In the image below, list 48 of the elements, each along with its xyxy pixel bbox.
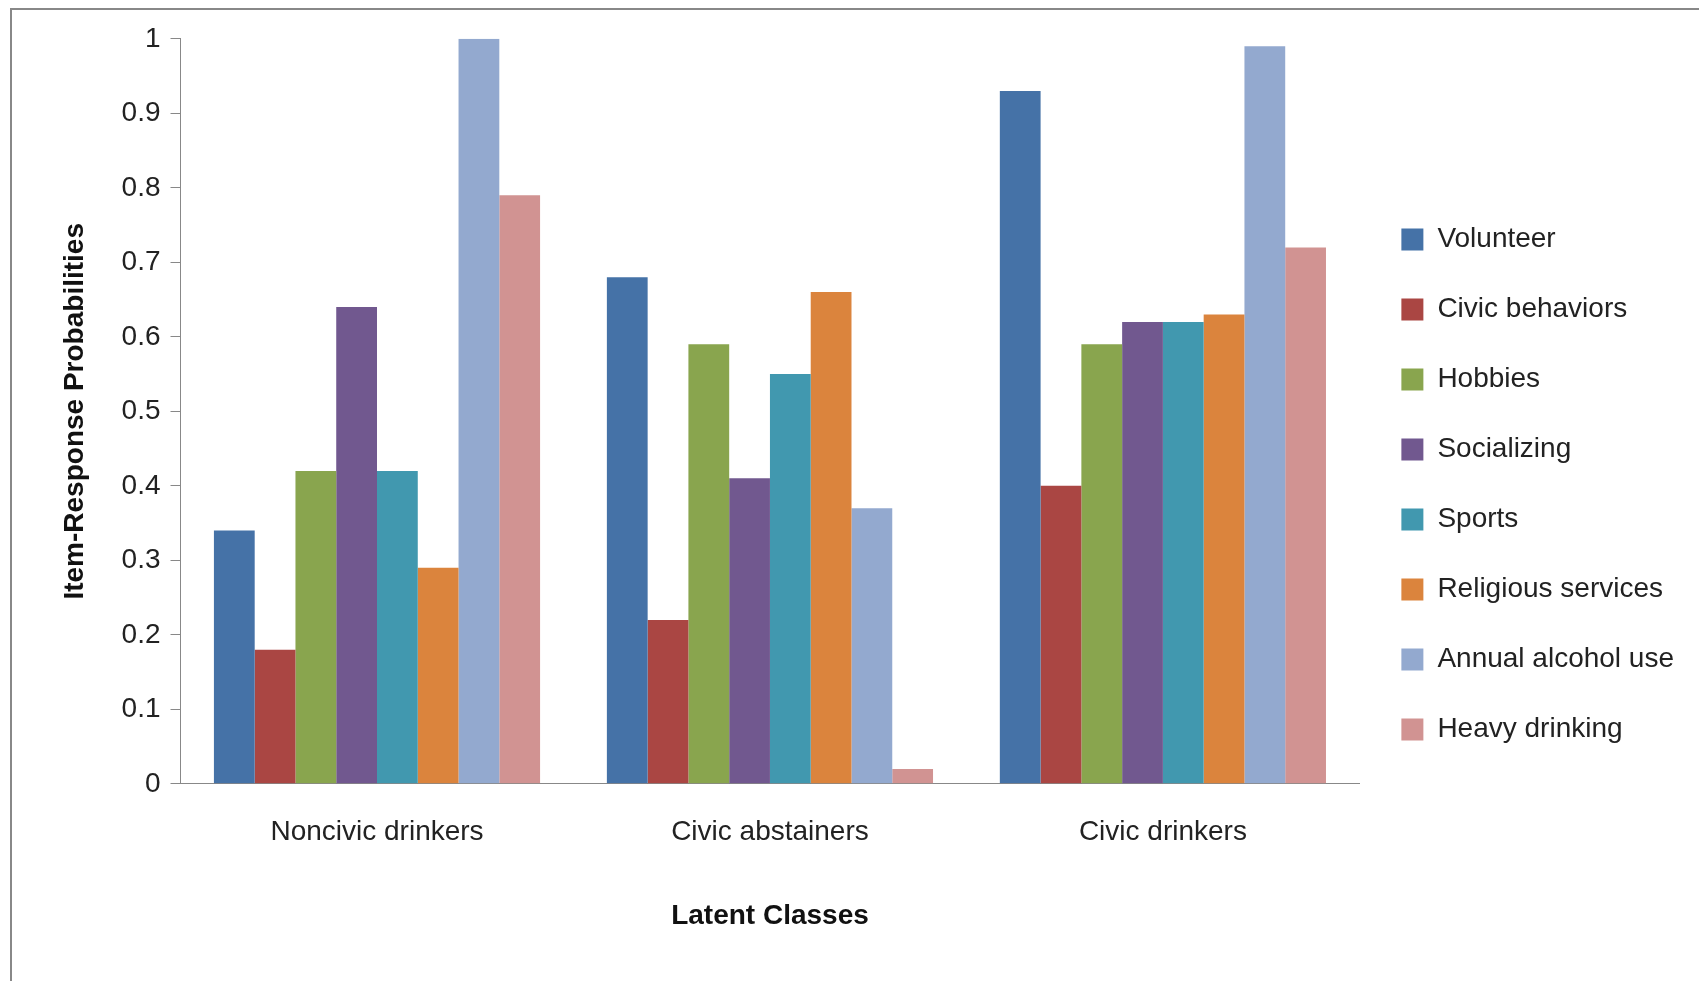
bar xyxy=(810,292,852,784)
bar xyxy=(1203,314,1245,784)
bar xyxy=(606,277,648,784)
bar xyxy=(213,530,255,784)
bar xyxy=(1244,46,1286,784)
bar xyxy=(336,307,377,784)
y-tick-label: 0.5 xyxy=(121,394,161,426)
bar xyxy=(458,38,500,784)
y-tick-label: 0.3 xyxy=(121,543,161,575)
legend-label: Civic behaviors xyxy=(1437,292,1628,324)
legend-label: Religious services xyxy=(1437,572,1664,604)
bar xyxy=(417,567,459,784)
bar xyxy=(1040,485,1082,784)
y-tick-label: 0 xyxy=(144,766,161,798)
bar xyxy=(295,470,337,784)
bar xyxy=(377,470,418,784)
y-tick-label: 1 xyxy=(144,21,161,53)
bar xyxy=(729,478,770,784)
legend-label: Hobbies xyxy=(1437,362,1541,394)
y-tick-label: 0.7 xyxy=(121,245,161,277)
legend-label: Socializing xyxy=(1437,432,1572,464)
y-tick-label: 0.9 xyxy=(121,96,161,128)
bar xyxy=(769,374,811,784)
legend-label: Volunteer xyxy=(1437,222,1556,254)
legend-label: Sports xyxy=(1437,502,1519,534)
bar xyxy=(688,344,730,784)
x-tick-label: Civic drinkers xyxy=(1078,815,1247,847)
legend-label: Annual alcohol use xyxy=(1437,642,1675,674)
bar xyxy=(851,508,893,784)
y-tick-label: 0.4 xyxy=(121,468,161,500)
x-tick-label: Noncivic drinkers xyxy=(270,815,484,847)
legend-label: Heavy drinking xyxy=(1437,712,1623,744)
y-tick-label: 0.2 xyxy=(121,617,161,649)
bar xyxy=(647,619,689,784)
x-tick-label: Civic abstainers xyxy=(671,815,869,847)
y-axis-title: Item-Response Probabilities xyxy=(57,223,89,600)
bar xyxy=(892,768,934,784)
bar xyxy=(1285,247,1326,784)
x-axis-title: Latent Classes xyxy=(671,898,869,930)
y-tick-label: 0.1 xyxy=(121,692,161,724)
bar xyxy=(999,90,1041,784)
bar xyxy=(254,649,296,784)
y-tick-label: 0.8 xyxy=(121,170,161,202)
bar xyxy=(499,195,541,784)
bar xyxy=(1122,321,1163,784)
bar xyxy=(1162,321,1204,784)
bar xyxy=(1081,344,1123,784)
y-tick-label: 0.6 xyxy=(121,319,161,351)
